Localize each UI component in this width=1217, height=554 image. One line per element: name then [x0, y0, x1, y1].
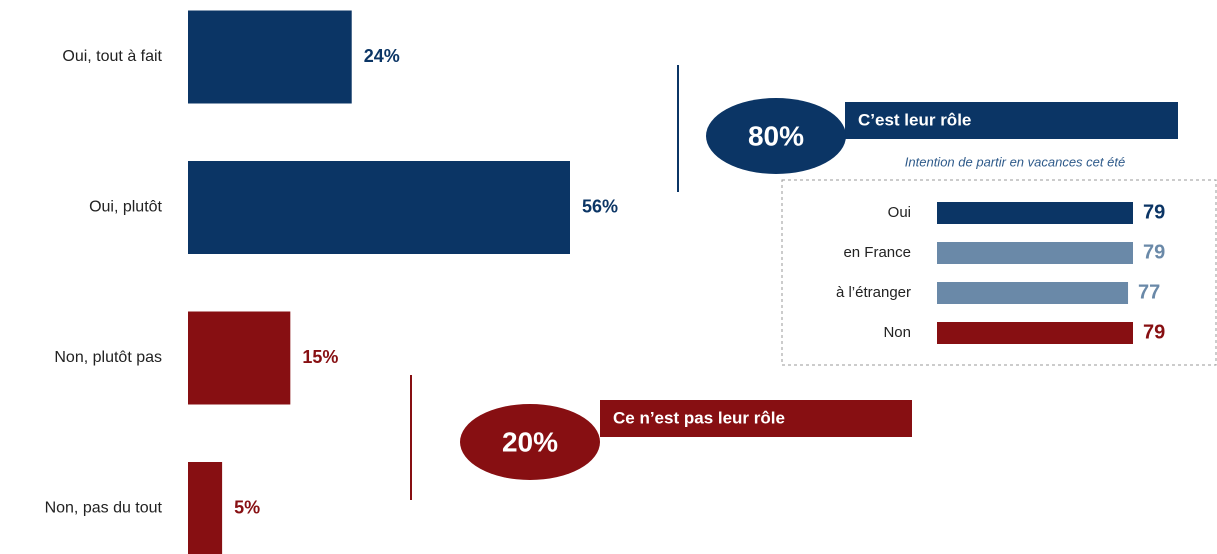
summary-bubble [706, 98, 846, 174]
annotation-banner [600, 400, 912, 437]
value-label: 56% [582, 196, 618, 216]
bar [937, 202, 1133, 224]
category-label: Non, plutôt pas [54, 349, 162, 366]
annotation-banner [845, 102, 1178, 139]
category-label: Oui, plutôt [89, 199, 162, 216]
category-label: Non [883, 324, 911, 341]
annotation-text: Ce n’est pas leur rôle [613, 408, 785, 427]
bar [188, 161, 570, 254]
summary-bubble [460, 404, 600, 480]
category-label: en France [843, 244, 911, 261]
category-label: Oui, tout à fait [62, 48, 162, 65]
bar [937, 282, 1129, 304]
annotation-text: C’est leur rôle [858, 110, 971, 129]
value-label: 24% [364, 46, 400, 66]
category-label: à l’étranger [836, 284, 911, 301]
inset-title: Intention de partir en vacances cet été [905, 154, 1125, 169]
inset-frame [781, 179, 1217, 366]
category-label: Non, pas du tout [45, 500, 163, 517]
bar [188, 311, 291, 405]
bar [937, 322, 1133, 344]
value-label: 79 [1143, 321, 1165, 343]
bar [188, 462, 223, 554]
value-label: 79 [1143, 241, 1165, 263]
bar [937, 242, 1133, 264]
value-label: 79 [1143, 201, 1165, 223]
summary-value: 20% [502, 426, 558, 457]
summary-value: 80% [748, 120, 804, 151]
value-label: 5% [234, 497, 260, 517]
value-label: 15% [302, 347, 338, 367]
value-label: 77 [1138, 281, 1160, 303]
category-label: Oui [888, 204, 911, 221]
bar [188, 10, 352, 104]
